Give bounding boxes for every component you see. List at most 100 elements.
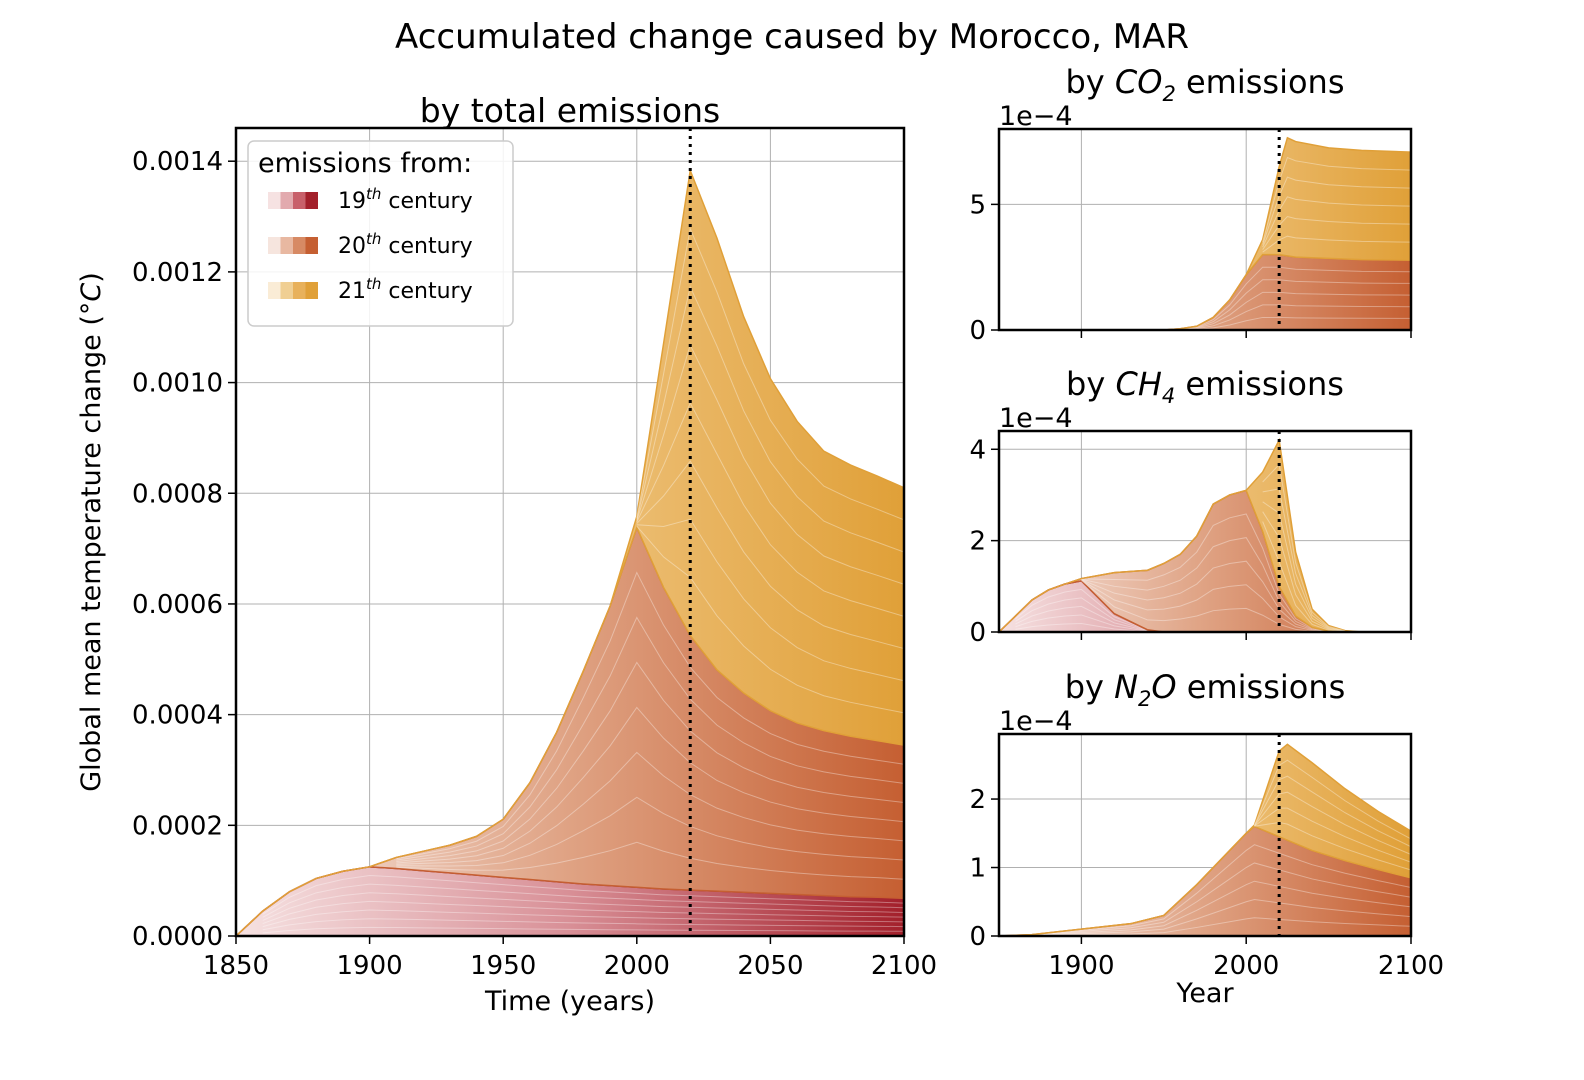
axis-ticks: 0.0000 0.0002 0.0004 0.0006 0.0008 0.0010 0.00… <box>132 147 937 981</box>
panel-ch4-emissions: by CH4 emissions 1e−4 024 <box>969 365 1413 648</box>
y-tick-label: 4 <box>969 435 986 465</box>
title-chem: N <box>1114 668 1138 706</box>
title-post: emissions <box>1175 365 1344 403</box>
y-label-close: ) <box>76 272 107 283</box>
y-tick-label: 2 <box>969 785 986 815</box>
legend-label: 19th century <box>338 185 473 214</box>
panel-co2-emissions: by CO2 emissions 1e−4 05 <box>969 63 1413 346</box>
legend-title: emissions from: <box>258 148 472 179</box>
y-tick-label: 0.0004 <box>132 701 223 731</box>
legend-entry: 20th century <box>268 230 473 259</box>
legend-label: 21th century <box>338 275 473 304</box>
axis-ticks: 0 2 4 <box>969 435 1412 648</box>
x-axis-label: Year <box>1175 978 1234 1009</box>
legend-label-num: 20 <box>338 234 366 259</box>
cohort-band-line <box>1180 291 1412 330</box>
x-tick-label: 2100 <box>871 951 937 981</box>
title-pre: by <box>1065 668 1114 706</box>
y-tick-label: 0 <box>969 618 986 648</box>
cohort-band-line <box>636 285 905 553</box>
y-tick-label: 0.0012 <box>132 258 223 288</box>
cohort-band-line <box>1262 235 1412 253</box>
cohort-band-line <box>396 706 905 864</box>
legend-swatch <box>280 192 293 209</box>
cohort-band-line <box>1031 862 1412 936</box>
legend-swatch <box>268 192 281 209</box>
cohort-band-line <box>1180 279 1412 330</box>
cohort-band-line <box>262 900 905 925</box>
title-sub: 2 <box>1138 687 1151 711</box>
cohort-band-line <box>1081 580 1329 633</box>
y-tick-label: 0.0006 <box>132 590 223 620</box>
cohort-band-line <box>396 616 905 861</box>
cohort-band-line <box>1081 537 1329 632</box>
cohort-band-line <box>396 571 905 860</box>
cohort-band-line <box>1031 880 1412 936</box>
title-pre: by <box>1065 63 1114 101</box>
cohort-band-line <box>262 883 905 918</box>
cohort-band-line <box>1031 898 1412 937</box>
x-tick-label: 2000 <box>604 951 670 981</box>
y-tick-label: 2 <box>969 527 986 557</box>
panel-title-n2o: by N2O emissions <box>1065 668 1346 711</box>
cohort-band-line <box>1254 791 1412 855</box>
y-tick-label: 5 <box>969 190 986 220</box>
axis-ticks: 05 <box>969 190 1412 346</box>
cohort-band-line <box>396 841 905 880</box>
plot-frame <box>997 127 1413 332</box>
title-post: emissions <box>1177 668 1346 706</box>
cohort-band-line <box>1180 304 1412 331</box>
legend-label-sup: th <box>366 230 381 248</box>
cohort-band-line <box>1262 156 1412 243</box>
title-sub: 2 <box>1162 82 1175 106</box>
y-tick-label: 0 <box>969 316 986 346</box>
legend-swatch <box>293 282 306 299</box>
y-axis-label: Global mean temperature change (°C) <box>76 272 107 792</box>
cohort-band-line <box>396 661 905 863</box>
cohort-band-line <box>1180 316 1412 331</box>
cohort-band-line <box>1015 605 1148 632</box>
x-axis-label: Time (years) <box>484 986 655 1017</box>
plot-frame <box>997 732 1413 938</box>
legend-swatch <box>280 282 293 299</box>
panel-title-total: by total emissions <box>420 91 720 130</box>
cohort-band-line <box>1081 579 1329 633</box>
title-sub: 4 <box>1162 384 1175 408</box>
legend-label-rest: century <box>381 189 472 214</box>
area-21st-century <box>998 437 1411 633</box>
axis-ticks: 0 1 2 1900 2000 2100 <box>969 785 1444 981</box>
legend-swatch <box>305 192 318 209</box>
legend-swatch <box>305 282 318 299</box>
y-tick-label: 0.0014 <box>132 147 223 177</box>
plot-frame <box>997 429 1413 634</box>
cohort-band-line <box>1262 501 1346 632</box>
cohort-band-line <box>1081 560 1329 633</box>
area-series <box>998 743 1412 937</box>
cohort-band-line <box>636 460 905 650</box>
legend-swatch <box>293 192 306 209</box>
y-offset-text: 1e−4 <box>999 706 1073 737</box>
area-series <box>997 437 1411 633</box>
cohort-band-line <box>1081 513 1329 632</box>
legend-box <box>247 140 514 327</box>
legend-label-rest: century <box>381 279 472 304</box>
cohort-band-line <box>396 796 905 867</box>
y-offset-text: 1e−4 <box>999 101 1073 132</box>
cohort-band-line <box>1031 917 1412 937</box>
y-label-unit: C <box>76 283 107 302</box>
y-tick-label: 0.0000 <box>132 922 223 952</box>
x-tick-label: 1950 <box>470 951 536 981</box>
cohort-band-line <box>636 518 905 682</box>
cohort-band-line <box>1015 622 1148 633</box>
cohort-band-line <box>262 918 905 931</box>
title-post: emissions <box>1176 63 1345 101</box>
cohort-band-line <box>262 892 905 921</box>
cohort-band-line <box>1180 266 1412 330</box>
title-chem: CH <box>1115 365 1161 403</box>
legend-swatch <box>268 237 281 254</box>
legend-swatch <box>305 237 318 254</box>
y-tick-label: 0.0010 <box>132 369 223 399</box>
panel-title-co2: by CO2 emissions <box>1065 63 1344 106</box>
